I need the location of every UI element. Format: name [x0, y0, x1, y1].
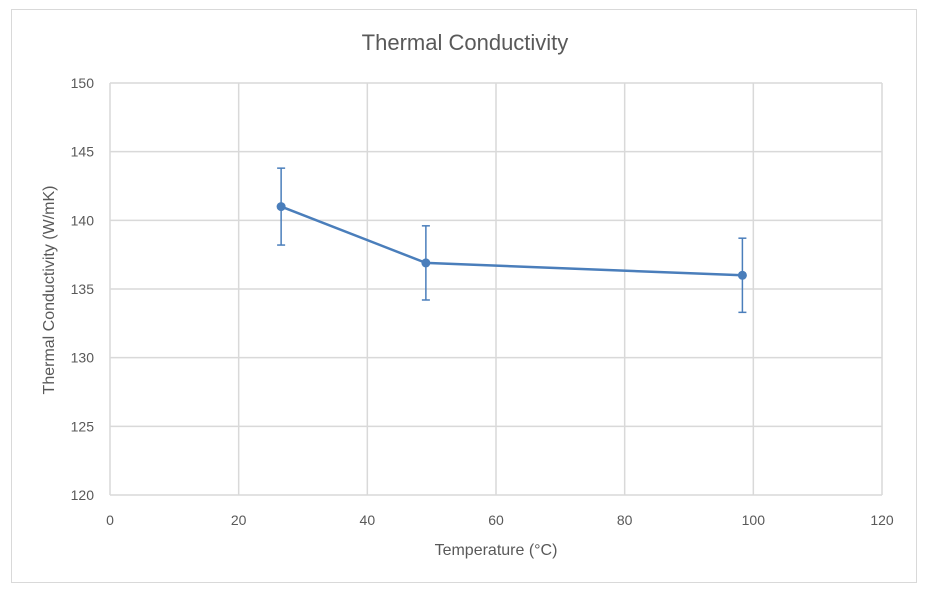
y-tick-label: 145 [71, 144, 95, 160]
series-line [280, 205, 743, 277]
y-tick-label: 130 [71, 350, 95, 366]
x-tick-label: 60 [488, 512, 504, 528]
x-tick-label: 40 [360, 512, 376, 528]
x-tick-label: 20 [231, 512, 247, 528]
y-tick-label: 135 [71, 281, 95, 297]
x-axis-label: Temperature (°C) [435, 542, 558, 559]
x-tick-label: 0 [106, 512, 114, 528]
y-axis-label: Thermal Conductivity (W/mK) [41, 186, 58, 395]
x-tick-label: 100 [742, 512, 766, 528]
chart-frame [11, 9, 917, 583]
data-series [276, 167, 747, 314]
y-tick-label: 140 [71, 212, 95, 228]
data-point [737, 270, 747, 280]
y-tick-label: 120 [71, 487, 95, 503]
data-point [421, 258, 431, 268]
y-tick-label: 150 [71, 75, 95, 91]
y-tick-label: 125 [71, 418, 95, 434]
grid-lines [109, 82, 883, 496]
x-tick-label: 80 [617, 512, 633, 528]
x-tick-label: 120 [870, 512, 894, 528]
chart-title: Thermal Conductivity [362, 30, 569, 55]
data-point [276, 202, 286, 212]
tick-labels: 120 125 130 135 140 145 150 0 20 40 60 80 100 120 [71, 75, 894, 528]
